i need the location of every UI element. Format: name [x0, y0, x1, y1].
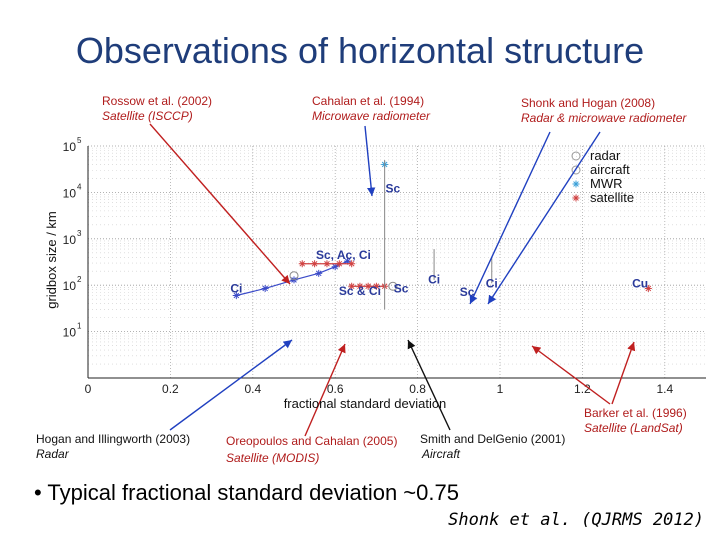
x-tick-label: 0.6	[327, 382, 344, 396]
reference-arrow	[611, 341, 636, 405]
reference-rossow-source: Satellite (ISCCP)	[102, 109, 193, 123]
y-tick-label: 10	[63, 233, 77, 247]
y-tick-label: 10	[63, 186, 77, 200]
legend-label: MWR	[590, 176, 623, 191]
chart-annotation: Sc	[386, 181, 401, 195]
x-tick-label: 0.4	[244, 382, 261, 396]
legend-marker	[571, 165, 581, 175]
data-point	[311, 260, 319, 268]
reference-cahalan: Cahalan et al. (1994) Microwave radiomet…	[312, 94, 430, 124]
data-point	[372, 282, 380, 290]
data-point	[644, 284, 652, 292]
reference-arrow	[531, 345, 611, 405]
reference-shonk-hogan-source: Radar & microwave radiometer	[521, 111, 687, 125]
legend-item: aircraft	[571, 162, 630, 177]
data-point	[348, 282, 356, 290]
chart-annotation: Ci	[486, 276, 498, 290]
x-tick-label: 1	[497, 382, 504, 396]
reference-barker: Barker et al. (1996) Satellite (LandSat)	[584, 406, 687, 436]
reference-barker-author: Barker et al. (1996)	[584, 406, 687, 420]
x-tick-label: 1.4	[656, 382, 673, 396]
x-tick-label: 0.2	[162, 382, 179, 396]
bullet-point: • Typical fractional standard deviation …	[34, 480, 459, 506]
series-2	[348, 282, 389, 290]
reference-arrows	[149, 123, 636, 437]
reference-rossow: Rossow et al. (2002) Satellite (ISCCP)	[102, 94, 212, 124]
reference-hogan-illingworth-author: Hogan and Illingworth (2003)	[36, 432, 191, 446]
chart-annotation: Sc	[394, 281, 409, 295]
legend-marker	[572, 180, 580, 188]
reference-arrow	[364, 125, 376, 197]
data-point	[348, 260, 356, 268]
chart-annotation: Ci	[230, 281, 242, 295]
reference-arrow	[469, 131, 551, 305]
data-point	[261, 284, 269, 292]
reference-arrow	[407, 339, 451, 431]
reference-arrow	[304, 343, 346, 437]
data-point	[331, 263, 339, 271]
series-4	[644, 284, 652, 292]
data-point	[335, 260, 343, 268]
aircraft-point	[289, 271, 299, 281]
chart-annotation: Sc & Ci	[339, 284, 381, 298]
reference-oreopoulos-source: Satellite (MODIS)	[226, 451, 320, 465]
legend-item: MWR	[572, 176, 623, 191]
legend-label: satellite	[590, 190, 634, 205]
data-point	[364, 282, 372, 290]
reference-arrow	[169, 339, 293, 431]
reference-barker-source: Satellite (LandSat)	[584, 421, 683, 435]
y-axis-label: gridbox size / km	[44, 211, 59, 309]
reference-rossow-author: Rossow et al. (2002)	[102, 94, 213, 108]
reference-shonk-hogan-author: Shonk and Hogan (2008)	[521, 96, 656, 110]
x-tick-label: 1.2	[574, 382, 591, 396]
legend-label: aircraft	[590, 162, 630, 177]
aircraft-point	[388, 281, 398, 291]
legend-item: satellite	[572, 190, 634, 205]
reference-oreopoulos: Oreopoulos and Cahalan (2005) Satellite …	[226, 434, 397, 466]
reference-hogan-illingworth: Hogan and Illingworth (2003) Radar	[36, 432, 190, 462]
y-tick-exponent: 3	[77, 229, 82, 238]
y-tick-label: 10	[63, 279, 77, 293]
reference-cahalan-source: Microwave radiometer	[312, 109, 431, 123]
y-tick-label: 10	[63, 140, 77, 154]
slide-title: Observations of horizontal structure	[75, 30, 645, 71]
data-point	[323, 260, 331, 268]
y-tick-exponent: 4	[77, 182, 82, 191]
y-tick-exponent: 5	[77, 136, 82, 145]
reference-shonk-hogan: Shonk and Hogan (2008) Radar & microwave…	[521, 96, 686, 126]
x-tick-label: 0	[85, 382, 92, 396]
chart-series	[232, 159, 652, 310]
reference-hogan-illingworth-source: Radar	[36, 447, 69, 461]
chart-annotation: Cu	[632, 276, 648, 290]
reference-smith-delgenio-source: Aircraft	[422, 447, 461, 461]
chart-annotation: Ci	[428, 272, 440, 286]
y-tick-exponent: 1	[77, 322, 82, 331]
reference-smith-delgenio-author: Smith and DelGenio (2001)	[420, 432, 566, 446]
citation: Shonk et al. (QJRMS 2012)	[448, 510, 704, 530]
reference-smith-delgenio: Smith and DelGenio (2001) Aircraft	[420, 432, 565, 462]
legend-item: radar	[571, 148, 621, 163]
data-point	[232, 291, 240, 299]
data-point	[315, 269, 323, 277]
y-tick-label: 10	[63, 326, 77, 340]
reference-cahalan-author: Cahalan et al. (1994)	[312, 94, 425, 108]
bullet-text: Typical fractional standard deviation ~0…	[47, 480, 459, 505]
reference-arrow	[487, 131, 601, 305]
reference-arrow	[149, 123, 291, 285]
x-tick-label: 0.8	[409, 382, 426, 396]
series-1	[298, 260, 356, 268]
data-point	[298, 260, 306, 268]
bullet-marker: •	[34, 480, 42, 505]
legend-label: radar	[590, 148, 621, 163]
legend-marker	[571, 151, 581, 161]
data-point	[356, 282, 364, 290]
y-tick-exponent: 2	[77, 275, 82, 284]
chart-annotation: Sc, Ac, Ci	[316, 248, 371, 262]
reference-oreopoulos-author: Oreopoulos and Cahalan (2005)	[226, 434, 398, 448]
legend-marker	[572, 194, 580, 202]
x-axis-label: fractional standard deviation	[284, 396, 447, 411]
